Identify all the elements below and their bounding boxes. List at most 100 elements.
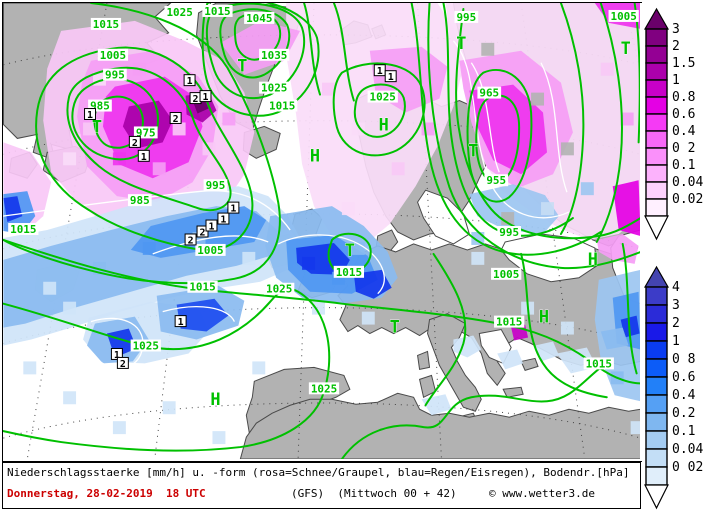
svg-text:1: 1 [141, 152, 147, 163]
svg-text:1015: 1015 [336, 266, 362, 279]
precip-region [497, 349, 524, 370]
precip-texture-cell [302, 256, 316, 270]
precip-texture-cell [63, 301, 77, 315]
scale-arrow-down [644, 484, 669, 510]
precip-texture-cell [560, 142, 574, 156]
svg-text:1025: 1025 [266, 283, 292, 296]
precip-texture-cell [63, 391, 77, 405]
precip-texture-cell [242, 251, 256, 265]
svg-text:2: 2 [188, 235, 194, 246]
precip-texture-cell [321, 82, 335, 96]
low-pressure-center: T [92, 116, 102, 136]
isobar-label: 1015 [8, 223, 39, 236]
snow-scale: 3 2 1.5 1 0.8 0.6 0.4 0 2 0.1 0.04 0.02 [643, 7, 703, 241]
scale-tick-label: 3 [672, 298, 680, 313]
precip-region [535, 341, 559, 362]
isobar-label: 1025 [164, 6, 195, 19]
precip-contour-line [540, 62, 568, 193]
isobar-label: 1005 [97, 49, 129, 62]
isobar-label: 1045 [244, 12, 275, 25]
isobar-label: 1015 [187, 281, 218, 294]
isobar-label: 975 [133, 126, 158, 139]
isobar-line [332, 62, 426, 157]
sea-overlay [417, 189, 470, 245]
isobar-label: 995 [454, 11, 479, 24]
land-polygon [502, 386, 524, 398]
isobar-line [442, 3, 574, 237]
isobar-label: 995 [203, 179, 228, 192]
svg-text:995: 995 [105, 69, 125, 82]
precip-contour-line [470, 62, 500, 173]
precip-texture-cell [471, 251, 485, 265]
svg-text:975: 975 [136, 126, 156, 139]
low-pressure-center: T [390, 317, 400, 337]
svg-text:2: 2 [132, 138, 138, 149]
precip-max-label: 1 [137, 149, 150, 163]
precip-texture-cell [172, 122, 186, 136]
precip-texture-cell [351, 122, 365, 136]
precip-region [600, 327, 629, 350]
isobar-label: 995 [103, 69, 127, 82]
svg-text:1015: 1015 [586, 357, 612, 370]
isobar-line [424, 252, 467, 407]
scale-box [645, 376, 668, 396]
scale-tick-label: 4 [672, 280, 680, 295]
isobar-label: 1005 [491, 268, 522, 281]
scale-tick-label: 2 [672, 316, 680, 331]
precip-max-label: 1 [205, 219, 218, 233]
svg-text:1: 1 [87, 110, 93, 121]
isobar-label: 1025 [264, 283, 295, 296]
land-polygon [520, 357, 539, 371]
isobar-line [201, 3, 320, 117]
caption-model-run: (GFS) (Mittwoch 00 + 42) [291, 487, 457, 500]
precip-max-label: 1 [217, 212, 230, 226]
scale-tick-label: 1 [672, 73, 680, 88]
scale-box [645, 147, 668, 166]
svg-text:1005: 1005 [197, 244, 223, 257]
svg-text:965: 965 [479, 87, 499, 100]
precip-texture-cell [541, 202, 554, 216]
scale-tick-label: 1 [672, 334, 680, 349]
precip-max-label: 2 [128, 135, 141, 149]
scale-tick-label: 0.8 [672, 90, 695, 105]
high-pressure-center: H [310, 145, 320, 165]
isobar-line [340, 366, 602, 459]
isobar-line [332, 3, 355, 102]
isobar-line [303, 3, 322, 96]
isobar-line [455, 7, 640, 240]
precip-max-label: 1 [199, 90, 212, 103]
svg-text:2: 2 [193, 94, 199, 105]
caption-title: Niederschlagsstaerke [mm/h] u. -form (ro… [7, 466, 630, 479]
isobar-label: 965 [477, 87, 502, 100]
isobar-line [71, 77, 159, 161]
rain-scale: 4 3 2 1 0 8 0.6 0.4 0.2 0.1 0.04 0 02 [643, 265, 703, 510]
svg-text:1045: 1045 [246, 12, 272, 25]
isobar-label: 1035 [259, 49, 290, 62]
precip-texture-cell [252, 361, 266, 375]
isobar-label: 1005 [608, 10, 639, 23]
precip-texture-cell [63, 152, 77, 166]
scale-tick-label: 0.1 [672, 424, 695, 439]
scale-tick-label: 0.4 [672, 124, 696, 139]
precip-contour-line [3, 190, 291, 231]
precip-contour-line [152, 235, 269, 255]
isobar-label: 985 [127, 194, 152, 207]
caption-box: Niederschlagsstaerke [mm/h] u. -form (ro… [2, 462, 641, 509]
isobar-line [520, 252, 608, 399]
svg-text:1: 1 [208, 222, 214, 233]
isobar-label: 995 [497, 226, 522, 239]
scale-tick-label: 0.2 [672, 406, 695, 421]
caption-date: Donnerstag, 28-02-2019 18 UTC [7, 487, 206, 500]
low-pressure-center: T [345, 240, 355, 260]
scale-box [645, 96, 668, 115]
svg-text:2: 2 [120, 359, 126, 370]
isobar-line [327, 232, 372, 275]
svg-text:1025: 1025 [166, 6, 192, 19]
precip-texture-cell [23, 361, 37, 375]
low-pressure-center: T [456, 33, 466, 53]
svg-text:1025: 1025 [311, 382, 337, 395]
isobar-label: 1025 [259, 82, 290, 95]
scale-box [645, 304, 668, 324]
precip-max-label: 2 [189, 92, 202, 105]
